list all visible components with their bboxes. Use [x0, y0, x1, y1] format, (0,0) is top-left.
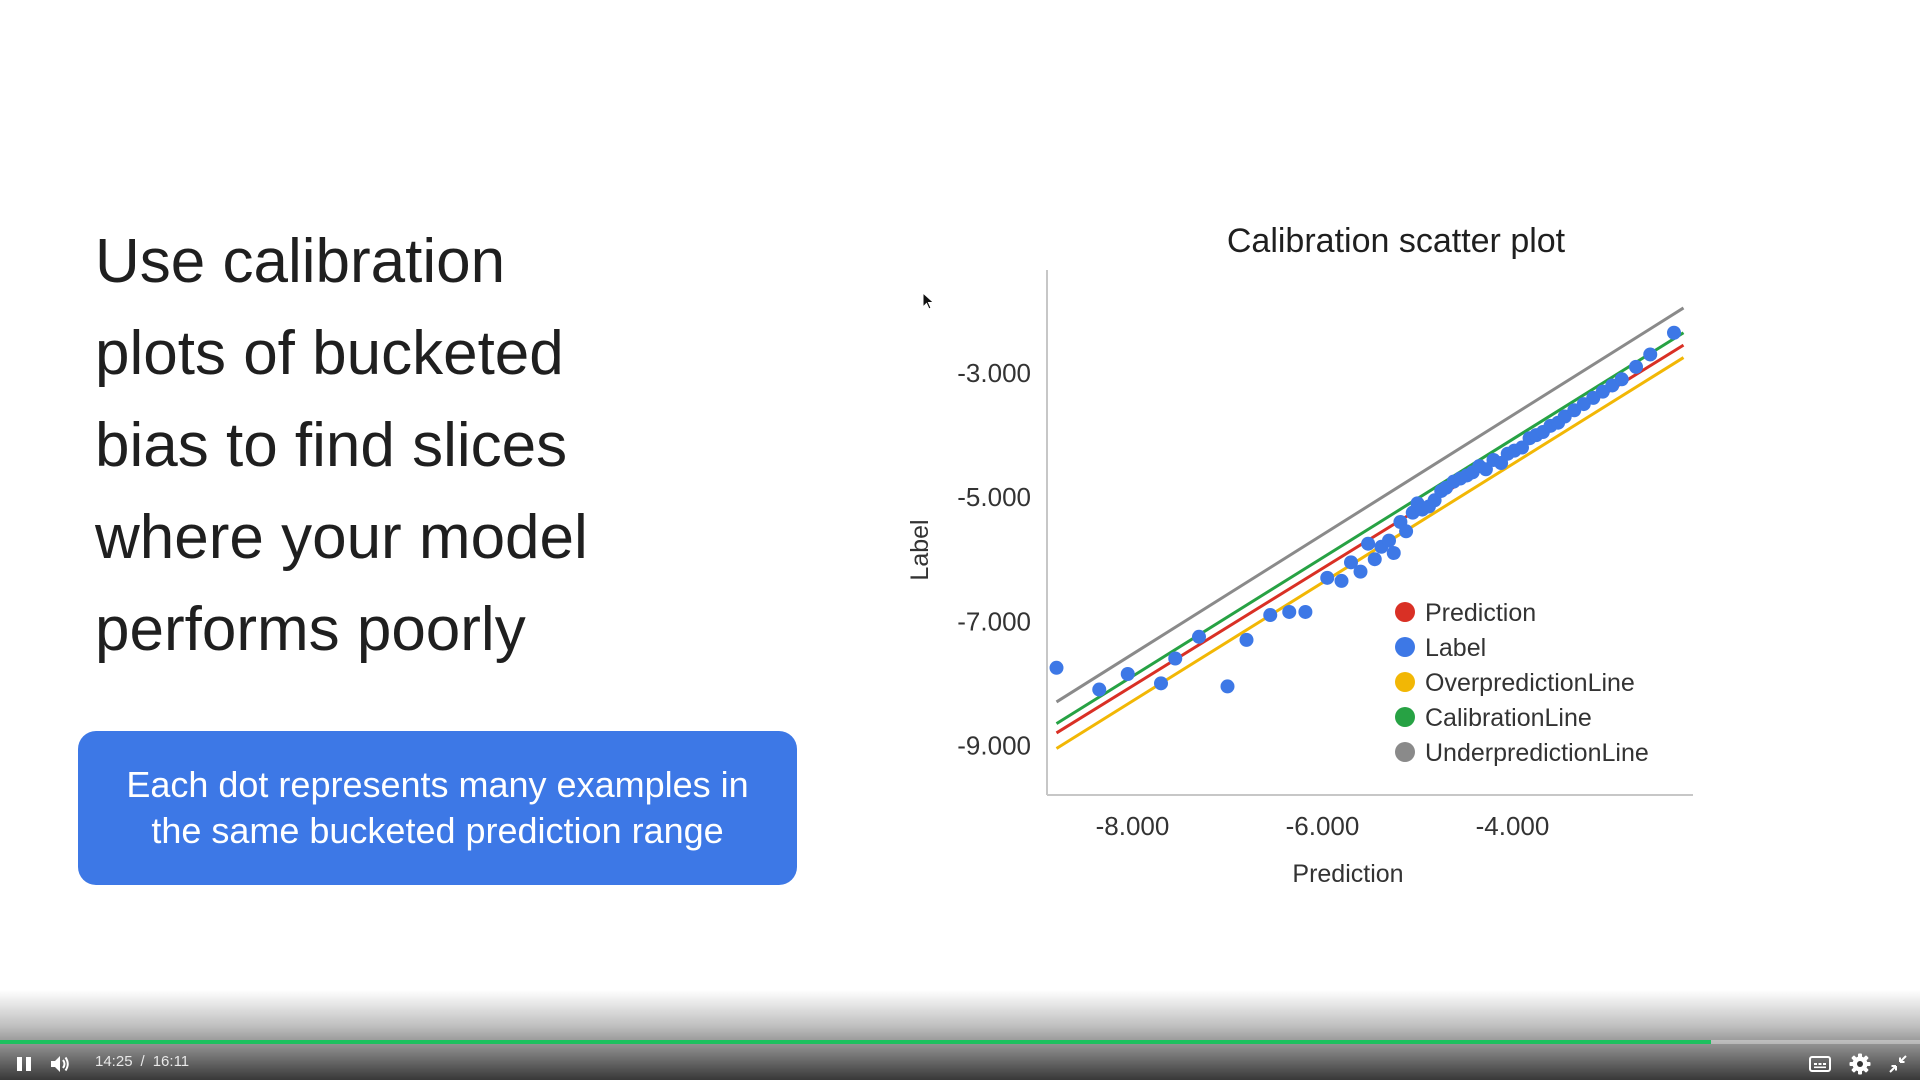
scatter-point: [1344, 555, 1358, 570]
callout-box: Each dot represents many examples in the…: [78, 731, 797, 885]
legend-label: Label: [1425, 634, 1486, 662]
video-control-bar: [0, 990, 1920, 1080]
scatter-point: [1263, 608, 1278, 623]
x-tick-label: -4.000: [1476, 811, 1550, 841]
scatter-point: [1154, 676, 1168, 691]
time-display: 14:25 / 16:11: [95, 1053, 189, 1070]
legend-label: CalibrationLine: [1425, 704, 1592, 732]
chart-axes: [1046, 270, 1693, 796]
legend-swatch: [1395, 707, 1415, 727]
line-underpredictionline: [1055, 306, 1685, 704]
headline-line: where your model: [95, 503, 588, 572]
slide-headline: Use calibration plots of bucketed bias t…: [95, 216, 815, 676]
settings-icon[interactable]: [1848, 1052, 1872, 1076]
legend-item: Label: [1395, 634, 1486, 662]
legend-swatch: [1395, 742, 1415, 762]
exit-fullscreen-icon[interactable]: [1887, 1053, 1909, 1075]
scatter-point: [1220, 679, 1235, 694]
scatter-point: [1667, 325, 1681, 340]
scatter-point: [1382, 533, 1396, 548]
legend-item: UnderpredictionLine: [1395, 739, 1649, 767]
chart-ticks: -8.000 -6.000 -4.000 -3.000 -5.000 -7.000 -9.0…: [957, 358, 1549, 841]
headline-line: Use calibration: [95, 227, 506, 296]
legend-item: OverpredictionLine: [1395, 669, 1635, 697]
scatter-point: [1239, 632, 1254, 647]
legend-item: Prediction: [1395, 599, 1536, 627]
line-calibrationline: [1055, 331, 1685, 725]
legend-swatch: [1395, 672, 1415, 692]
scatter-point: [1386, 546, 1401, 561]
progress-bar-fill: [0, 1040, 1711, 1044]
legend-label: Prediction: [1425, 599, 1536, 627]
scatter-point: [1120, 667, 1135, 682]
scatter-point: [1399, 524, 1414, 539]
x-tick-label: -8.000: [1096, 811, 1170, 841]
scatter-point: [1353, 564, 1368, 579]
scatter-point: [1361, 536, 1376, 551]
scatter-point: [1478, 462, 1493, 477]
headline-line: bias to find slices: [95, 411, 568, 480]
scatter-point: [1192, 629, 1206, 644]
y-axis-label: Label: [906, 519, 934, 580]
callout-line: Each dot represents many examples in: [126, 764, 749, 805]
scatter-point: [1320, 570, 1335, 585]
scatter-point: [1367, 552, 1382, 567]
calibration-scatter-chart: Calibration scatter plot Prediction Labe…: [880, 210, 1740, 910]
y-tick-label: -9.000: [957, 730, 1031, 760]
scatter-point: [1282, 604, 1297, 619]
scatter-point: [1614, 372, 1629, 387]
scatter-point: [1298, 604, 1313, 619]
y-tick-label: -3.000: [957, 358, 1031, 388]
legend-label: UnderpredictionLine: [1425, 739, 1649, 767]
y-tick-label: -7.000: [957, 606, 1031, 636]
chart-points: [1049, 325, 1681, 697]
pause-icon[interactable]: [14, 1054, 34, 1074]
chart-title: Calibration scatter plot: [1227, 222, 1566, 260]
scatter-point: [1049, 660, 1064, 675]
progress-bar[interactable]: [0, 1040, 1920, 1044]
legend-swatch: [1395, 602, 1415, 622]
headline-line: performs poorly: [95, 595, 526, 664]
x-axis-label: Prediction: [1292, 860, 1403, 888]
current-time: 14:25: [95, 1053, 133, 1070]
legend-label: OverpredictionLine: [1425, 669, 1635, 697]
scatter-point: [1515, 440, 1529, 455]
legend-swatch: [1395, 637, 1415, 657]
duration-time: 16:11: [152, 1053, 190, 1070]
y-tick-label: -5.000: [957, 482, 1031, 512]
scatter-point: [1168, 651, 1183, 666]
chart-svg: Calibration scatter plot Prediction Labe…: [906, 222, 1693, 888]
scatter-point: [1092, 682, 1107, 697]
captions-icon[interactable]: [1808, 1054, 1832, 1074]
mouse-cursor-icon: [922, 292, 935, 310]
legend-item: CalibrationLine: [1395, 704, 1592, 732]
scatter-point: [1643, 347, 1658, 362]
chart-legend: Prediction Label OverpredictionLine Calibra…: [1395, 599, 1649, 767]
headline-line: plots of bucketed: [95, 319, 564, 388]
time-separator: /: [140, 1053, 145, 1070]
scatter-point: [1334, 573, 1349, 588]
callout-line: the same bucketed prediction range: [151, 810, 724, 851]
volume-icon[interactable]: [48, 1052, 72, 1076]
scatter-point: [1629, 359, 1643, 374]
x-tick-label: -6.000: [1286, 811, 1360, 841]
